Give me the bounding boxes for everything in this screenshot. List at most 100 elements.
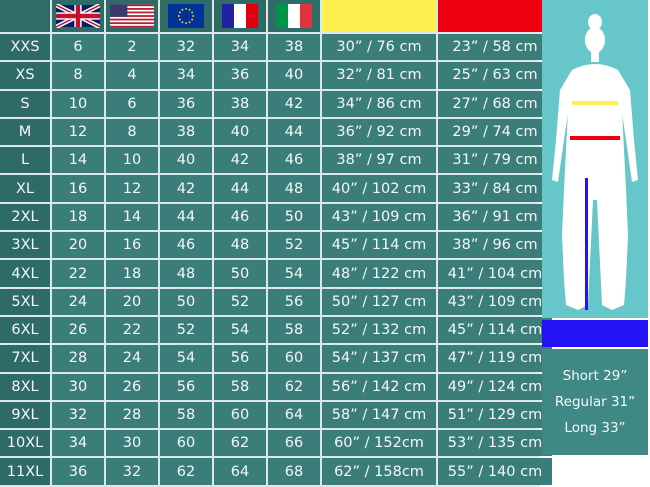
cell-uk: 26 [52,316,104,344]
cell-it: 60 [268,345,320,372]
cell-it: 64 [268,401,320,429]
cell-uk: 6 [52,34,104,61]
cell-hips: 32” / 81 cm [322,62,436,89]
cell-waist: 31” / 79 cm [438,147,552,174]
cell-uk: 18 [52,203,104,231]
cell-hips: 45” / 114 cm [322,232,436,259]
cell-us: 22 [106,316,158,344]
cell-it: 52 [268,232,320,259]
cell-hips: 50” / 127 cm [322,288,436,315]
cell-eu: 42 [160,175,212,202]
cell-hips: 62” / 158cm [322,458,436,485]
size-chart-table: XXS 6 2 32 34 38 30” / 76 cm 23” / 58 cm XS 8 4 34 3… [0,0,552,487]
cell-size: 2XL [0,203,50,231]
header-uk [52,0,104,32]
waist-measure-line [570,136,620,140]
cell-hips: 38” / 97 cm [322,147,436,174]
cell-uk: 34 [52,430,104,457]
cell-us: 32 [106,458,158,485]
cell-us: 16 [106,232,158,259]
cell-waist: 47” / 119 cm [438,345,552,372]
cell-hips: 56” / 142 cm [322,373,436,400]
cell-waist: 53” / 135 cm [438,430,552,457]
cell-it: 56 [268,288,320,315]
cell-uk: 14 [52,147,104,174]
cell-fr: 36 [214,62,266,89]
cell-uk: 32 [52,401,104,429]
cell-eu: 38 [160,118,212,146]
header-eu [160,0,212,32]
waist-color-swatch [438,0,552,32]
cell-size: XS [0,62,50,89]
cell-hips: 34” / 86 cm [322,90,436,117]
cell-eu: 52 [160,316,212,344]
header-fr [214,0,266,32]
cell-eu: 50 [160,288,212,315]
cell-eu: 54 [160,345,212,372]
cell-uk: 36 [52,458,104,485]
cell-uk: 30 [52,373,104,400]
header-it [268,0,320,32]
cell-fr: 46 [214,203,266,231]
inseam-lengths: Short 29” Regular 31” Long 33” [542,349,648,455]
cell-us: 8 [106,118,158,146]
header-us [106,0,158,32]
cell-fr: 44 [214,175,266,202]
cell-hips: 54” / 137 cm [322,345,436,372]
cell-eu: 58 [160,401,212,429]
cell-uk: 8 [52,62,104,89]
cell-eu: 40 [160,147,212,174]
cell-waist: 27” / 68 cm [438,90,552,117]
cell-fr: 62 [214,430,266,457]
cell-waist: 29” / 74 cm [438,118,552,146]
inseam-long: Long 33” [564,420,626,436]
cell-fr: 64 [214,458,266,485]
france-flag-icon [222,4,258,28]
cell-fr: 40 [214,118,266,146]
cell-us: 14 [106,203,158,231]
cell-size: XL [0,175,50,202]
cell-us: 24 [106,345,158,372]
cell-eu: 48 [160,260,212,287]
cell-size: 9XL [0,401,50,429]
cell-eu: 44 [160,203,212,231]
cell-fr: 58 [214,373,266,400]
cell-it: 66 [268,430,320,457]
cell-fr: 48 [214,232,266,259]
cell-us: 2 [106,34,158,61]
cell-fr: 52 [214,288,266,315]
body-silhouette-icon [552,14,638,310]
cell-uk: 20 [52,232,104,259]
cell-waist: 55” / 140 cm [438,458,552,485]
hip-color-swatch [322,0,436,32]
cell-size: 8XL [0,373,50,400]
cell-size: L [0,147,50,174]
cell-size: S [0,90,50,117]
inseam-measure-line [585,178,588,310]
cell-hips: 60” / 152cm [322,430,436,457]
cell-it: 38 [268,34,320,61]
cell-uk: 24 [52,288,104,315]
cell-fr: 34 [214,34,266,61]
cell-size: XXS [0,34,50,61]
cell-waist: 36” / 91 cm [438,203,552,231]
uk-flag-icon [56,4,100,28]
cell-us: 4 [106,62,158,89]
cell-size: 7XL [0,345,50,372]
cell-it: 58 [268,316,320,344]
cell-it: 68 [268,458,320,485]
cell-size: 5XL [0,288,50,315]
cell-us: 20 [106,288,158,315]
cell-it: 46 [268,147,320,174]
cell-hips: 36” / 92 cm [322,118,436,146]
cell-us: 12 [106,175,158,202]
cell-waist: 38” / 96 cm [438,232,552,259]
cell-eu: 60 [160,430,212,457]
cell-uk: 10 [52,90,104,117]
cell-eu: 46 [160,232,212,259]
cell-fr: 60 [214,401,266,429]
cell-eu: 56 [160,373,212,400]
cell-it: 42 [268,90,320,117]
header-corner [0,0,50,32]
cell-it: 54 [268,260,320,287]
